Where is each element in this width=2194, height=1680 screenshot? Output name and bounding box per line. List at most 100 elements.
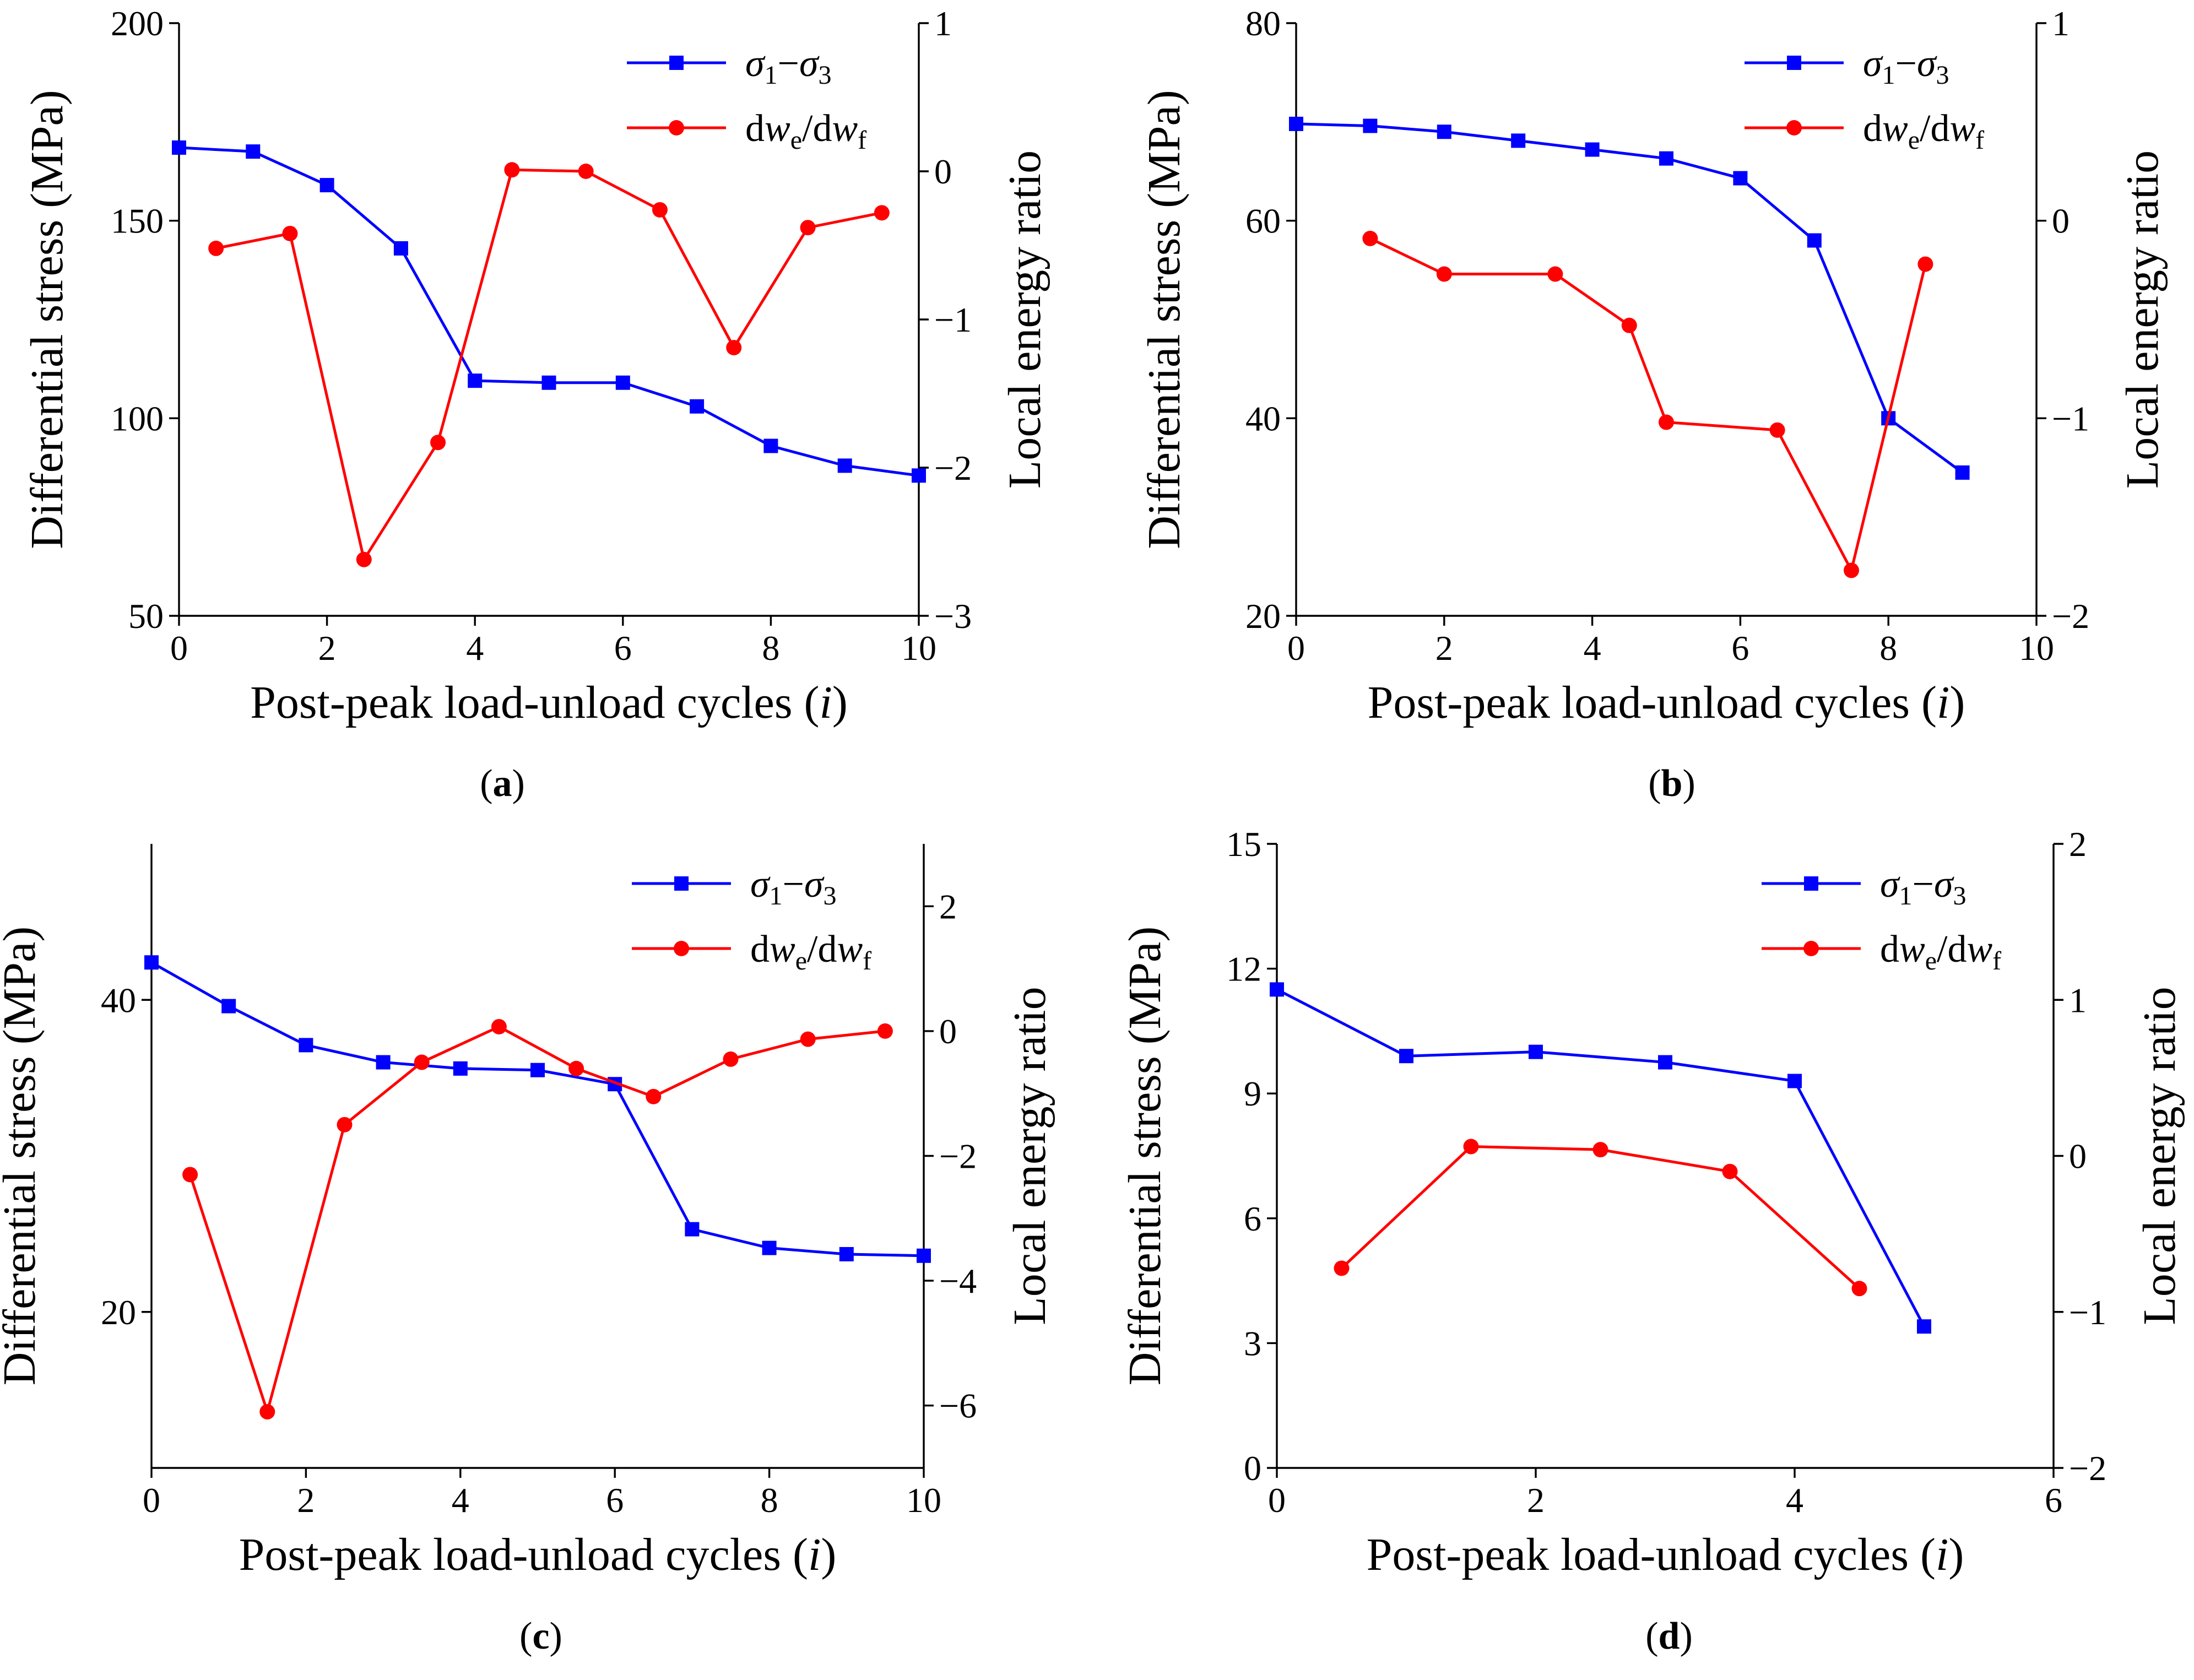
x-tick-label: 8 [761, 1481, 778, 1520]
data-point-energy [877, 1023, 893, 1039]
panel-caption: (a) [480, 762, 525, 805]
data-point-stress [763, 438, 778, 453]
series-line-stress [150, 961, 924, 1258]
y-left-tick-label: 15 [1226, 825, 1261, 864]
y-axis-label-right: Local energy ratio [999, 150, 1050, 489]
y-right-tick-label: 1 [2069, 980, 2087, 1020]
x-axis-label: Post-peak load-unload cycles (i) [250, 677, 848, 728]
data-point-energy [1722, 1163, 1738, 1179]
data-point-stress [685, 1222, 700, 1237]
data-point-stress [1585, 142, 1600, 157]
x-tick-label: 10 [901, 628, 936, 668]
x-tick-label: 6 [1731, 628, 1749, 668]
y-axis-label-left: Differential stress (MPa) [1119, 926, 1171, 1386]
data-point-stress [299, 1038, 313, 1053]
data-point-energy [578, 164, 594, 179]
data-point-stress [1270, 982, 1284, 997]
data-point-energy [800, 1031, 816, 1047]
y-right-tick-label: −2 [939, 1137, 977, 1176]
y-left-tick-label: 9 [1244, 1074, 1261, 1113]
y-left-tick-label: 40 [1245, 399, 1281, 438]
data-point-energy [208, 240, 224, 256]
data-point-stress [1363, 118, 1378, 133]
y-left-tick-label: 40 [101, 980, 136, 1020]
data-point-stress [530, 1063, 545, 1077]
y-right-tick-label: 2 [939, 887, 957, 926]
data-point-energy [723, 1051, 739, 1067]
data-point-energy [491, 1018, 507, 1034]
data-point-stress [1437, 124, 1451, 139]
data-point-stress [1659, 151, 1673, 166]
data-point-energy [1769, 422, 1785, 438]
x-tick-label: 4 [1786, 1481, 1803, 1520]
data-point-stress [246, 144, 261, 159]
data-point-energy [182, 1167, 198, 1183]
legend-marker-stress [674, 876, 689, 891]
data-point-stress [1658, 1055, 1672, 1070]
y-left-tick-label: 150 [111, 202, 164, 241]
legend-label-stress: σ1−σ3 [750, 863, 837, 911]
y-left-tick-label: 50 [128, 597, 164, 636]
y-right-tick-label: −1 [2052, 399, 2089, 438]
data-point-stress [1289, 116, 1303, 131]
y-axis-label-left: Differential stress (MPa) [21, 90, 73, 549]
y-left-tick-label: 6 [1244, 1199, 1261, 1238]
data-point-energy [1362, 230, 1378, 246]
data-point-stress [615, 375, 630, 390]
legend-marker-stress [669, 56, 684, 70]
series-line-stress [1276, 988, 1926, 1327]
data-point-stress [1733, 171, 1748, 186]
y-right-tick-label: 0 [2052, 202, 2070, 241]
x-tick-label: 6 [614, 628, 632, 668]
data-point-energy [1844, 562, 1859, 578]
data-point-energy [356, 551, 372, 567]
data-point-stress [912, 468, 926, 483]
x-tick-label: 4 [466, 628, 484, 668]
panel-caption: (d) [1645, 1615, 1693, 1657]
data-point-energy [1463, 1139, 1479, 1155]
x-axis-label: Post-peak load-unload cycles (i) [1368, 677, 1965, 728]
data-point-stress [1399, 1049, 1413, 1064]
data-point-stress [319, 178, 334, 193]
x-tick-label: 4 [452, 1481, 469, 1520]
y-right-tick-label: 0 [934, 152, 952, 191]
y-axis-label-right: Local energy ratio [2134, 987, 2185, 1325]
x-tick-label: 2 [1435, 628, 1453, 668]
x-tick-label: 8 [1879, 628, 1897, 668]
data-point-energy [568, 1060, 584, 1076]
data-point-stress [762, 1240, 777, 1255]
legend-label-stress: σ1−σ3 [1863, 42, 1949, 90]
y-right-tick-label: 2 [2069, 825, 2087, 864]
data-point-energy [259, 1404, 275, 1420]
y-right-tick-label: 0 [2069, 1137, 2087, 1176]
legend-label-stress: σ1−σ3 [1880, 863, 1967, 911]
x-tick-label: 10 [906, 1481, 941, 1520]
legend-marker-stress [1787, 56, 1801, 70]
data-point-stress [1955, 465, 1970, 480]
data-point-stress [839, 1247, 854, 1261]
chart-panel-c: 0 2 4 6 8 10 20 40 −6 −4 −2 0 2 Post-peak load-unload… [0, 844, 1055, 1657]
legend-marker-stress [1804, 876, 1818, 891]
data-point-stress [468, 373, 483, 388]
y-left-tick-label: 12 [1226, 950, 1261, 989]
data-point-energy [1436, 266, 1452, 282]
legend-marker-energy [674, 941, 689, 956]
data-point-energy [652, 202, 668, 218]
x-tick-label: 0 [1268, 1481, 1286, 1520]
series-line-energy [1369, 237, 1927, 575]
data-point-stress [690, 399, 705, 414]
legend-label-energy: dwe/dwf [1863, 107, 1984, 155]
data-point-stress [172, 140, 186, 155]
legend-marker-energy [1786, 120, 1802, 136]
data-point-energy [1547, 266, 1563, 282]
y-left-tick-label: 100 [111, 399, 164, 438]
y-right-tick-label: −1 [934, 300, 972, 339]
x-tick-label: 0 [143, 1481, 160, 1520]
data-point-stress [917, 1248, 931, 1263]
legend-label-energy: dwe/dwf [750, 928, 871, 976]
data-point-energy [1659, 414, 1674, 430]
data-point-stress [376, 1055, 391, 1070]
y-left-tick-label: 20 [101, 1293, 136, 1332]
